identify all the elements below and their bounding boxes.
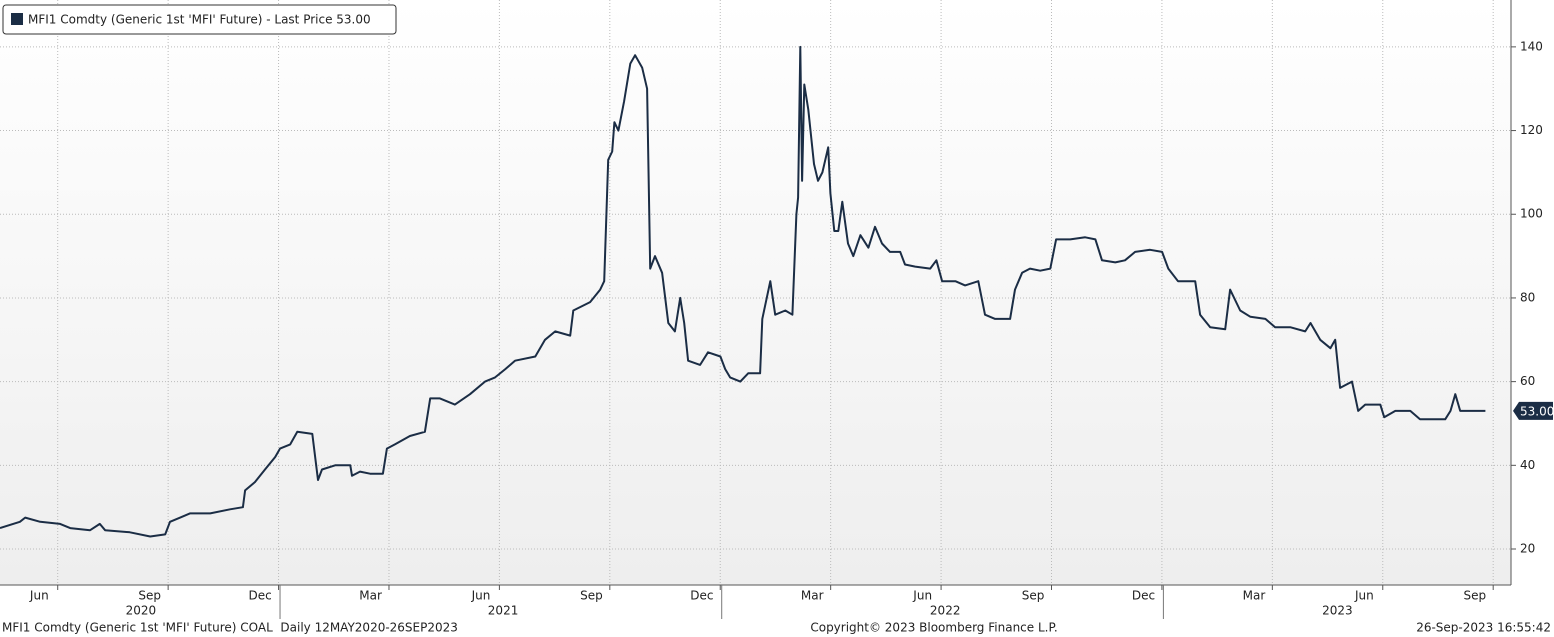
legend-label: MFI1 Comdty (Generic 1st 'MFI' Future) -… (28, 13, 371, 27)
x-tick-label: Mar (1243, 589, 1266, 603)
x-tick-label: Mar (359, 589, 382, 603)
x-tick-label: Jun (471, 589, 491, 603)
x-tick-label: Sep (138, 589, 161, 603)
year-label: 2021 (488, 604, 519, 618)
x-tick-label: Dec (690, 589, 713, 603)
year-label: 2023 (1322, 604, 1353, 618)
x-tick-label: Mar (801, 589, 824, 603)
legend (2, 4, 397, 35)
year-label: 2022 (930, 604, 961, 618)
x-tick-label: Sep (1022, 589, 1045, 603)
footer-right: 26-Sep-2023 16:55:42 (1416, 621, 1551, 635)
y-tick-label: 100 (1520, 207, 1543, 221)
x-tick-label: Sep (1463, 589, 1486, 603)
y-tick-label: 80 (1520, 290, 1535, 304)
price-line (0, 45, 1486, 538)
plot-area (0, 0, 1511, 585)
y-tick-label: 20 (1520, 542, 1535, 556)
last-price-label: 53.00 (1520, 404, 1554, 418)
x-tick-label: Jun (912, 589, 932, 603)
year-label: 2020 (126, 604, 157, 618)
last-price-box (1513, 401, 1553, 420)
x-tick-label: Sep (580, 589, 603, 603)
y-tick-label: 140 (1520, 39, 1543, 53)
y-tick-label: 40 (1520, 458, 1535, 472)
y-tick-label: 60 (1520, 374, 1535, 388)
x-tick-label: Jun (1354, 589, 1374, 603)
x-tick-label: Dec (1132, 589, 1155, 603)
footer-center: Copyright© 2023 Bloomberg Finance L.P. (810, 621, 1057, 635)
x-tick-label: Dec (249, 589, 272, 603)
x-tick-label: Jun (29, 589, 49, 603)
legend-swatch (11, 13, 23, 25)
y-tick-label: 120 (1520, 123, 1543, 137)
footer-left: MFI1 Comdty (Generic 1st 'MFI' Future) C… (2, 621, 458, 635)
